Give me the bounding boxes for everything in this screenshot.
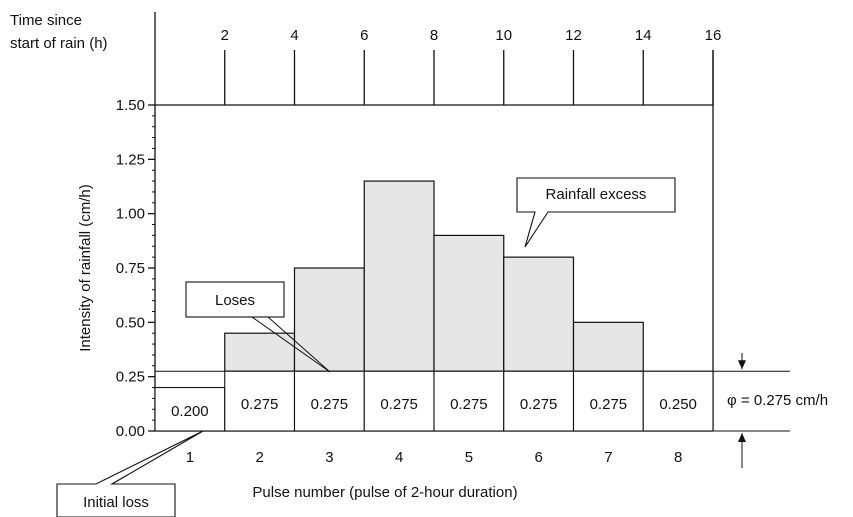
rainfall-excess-callout — [516, 177, 676, 248]
rainfall-excess-label: Rainfall excess — [546, 186, 647, 203]
loss-cell-3 — [293, 370, 365, 432]
top-tick-label-2: 2 — [221, 27, 229, 44]
excess-bar-7 — [572, 321, 644, 372]
loses-label: Loses — [215, 292, 255, 309]
top-axis-label-line1: Time since — [10, 12, 82, 29]
pulse-label-2: 2 — [255, 449, 263, 466]
top-tick-label-8: 8 — [430, 27, 438, 44]
top-tick-label-4: 4 — [290, 27, 298, 44]
pulse-label-7: 7 — [604, 449, 612, 466]
x-axis-pulse-labels: 1 2 3 4 5 6 7 8 — [186, 449, 683, 466]
top-time-axis: 2 4 6 8 10 12 14 16 — [221, 27, 722, 105]
loss-value-7: 0.275 — [590, 396, 628, 413]
y-tick-label-0.00: 0.00 — [116, 423, 145, 440]
phi-arrow-up-head — [738, 433, 746, 442]
pulse-label-6: 6 — [534, 449, 542, 466]
loss-value-4: 0.275 — [380, 396, 418, 413]
loss-cells: 0.200 0.275 0.275 0.275 0.275 0.275 0.275 0.250 — [154, 370, 790, 432]
excess-bar-5 — [433, 234, 505, 372]
loses-callout — [185, 281, 285, 318]
top-tick-label-10: 10 — [495, 27, 512, 44]
excess-bar-3 — [293, 267, 365, 372]
loss-cell-7 — [572, 370, 644, 432]
x-axis-title: Pulse number (pulse of 2-hour duration) — [252, 484, 517, 501]
pulse-label-4: 4 — [395, 449, 403, 466]
loss-cell-8 — [642, 370, 714, 432]
loses-leader-2 — [267, 316, 331, 373]
top-axis-label-line2: start of rain (h) — [10, 35, 108, 52]
loses-leader-1 — [251, 316, 331, 373]
excess-bar-6 — [503, 256, 575, 372]
y-tick-label-0.25: 0.25 — [116, 369, 145, 386]
phi-arrow-down-head — [738, 360, 746, 370]
loss-value-8: 0.250 — [659, 396, 697, 413]
loss-value-5: 0.275 — [450, 396, 488, 413]
initial-loss-callout — [56, 430, 204, 517]
y-tick-label-1.25: 1.25 — [116, 151, 145, 168]
excess-bar-4 — [363, 180, 435, 372]
loss-value-3: 0.275 — [311, 396, 349, 413]
pulse-label-3: 3 — [325, 449, 333, 466]
loss-value-2: 0.275 — [241, 396, 279, 413]
y-tick-label-0.50: 0.50 — [116, 314, 145, 331]
y-tick-label-1.50: 1.50 — [116, 97, 145, 114]
loss-cell-6 — [503, 370, 575, 432]
top-tick-label-6: 6 — [360, 27, 368, 44]
pulse-label-5: 5 — [465, 449, 473, 466]
y-axis: 0.00 0.25 0.50 0.75 1.00 1.25 1.50 — [116, 97, 155, 440]
phi-index-label: φ = 0.275 cm/h — [727, 392, 828, 409]
y-tick-label-0.75: 0.75 — [116, 260, 145, 277]
pulse-label-8: 8 — [674, 449, 682, 466]
y-axis-title: Intensity of rainfall (cm/h) — [77, 184, 94, 352]
top-tick-label-14: 14 — [635, 27, 652, 44]
excess-bar-2 — [224, 332, 296, 372]
top-tick-label-12: 12 — [565, 27, 582, 44]
top-tick-label-16: 16 — [705, 27, 722, 44]
initial-loss-label: Initial loss — [83, 494, 149, 511]
pulse-label-1: 1 — [186, 449, 194, 466]
annotations: Rainfall excess Loses Initial loss — [56, 177, 746, 517]
loss-value-1: 0.200 — [171, 403, 209, 420]
rainfall-excess-bars — [224, 180, 644, 372]
loss-value-6: 0.275 — [520, 396, 558, 413]
loss-cell-5 — [433, 370, 505, 432]
y-tick-label-1.00: 1.00 — [116, 206, 145, 223]
